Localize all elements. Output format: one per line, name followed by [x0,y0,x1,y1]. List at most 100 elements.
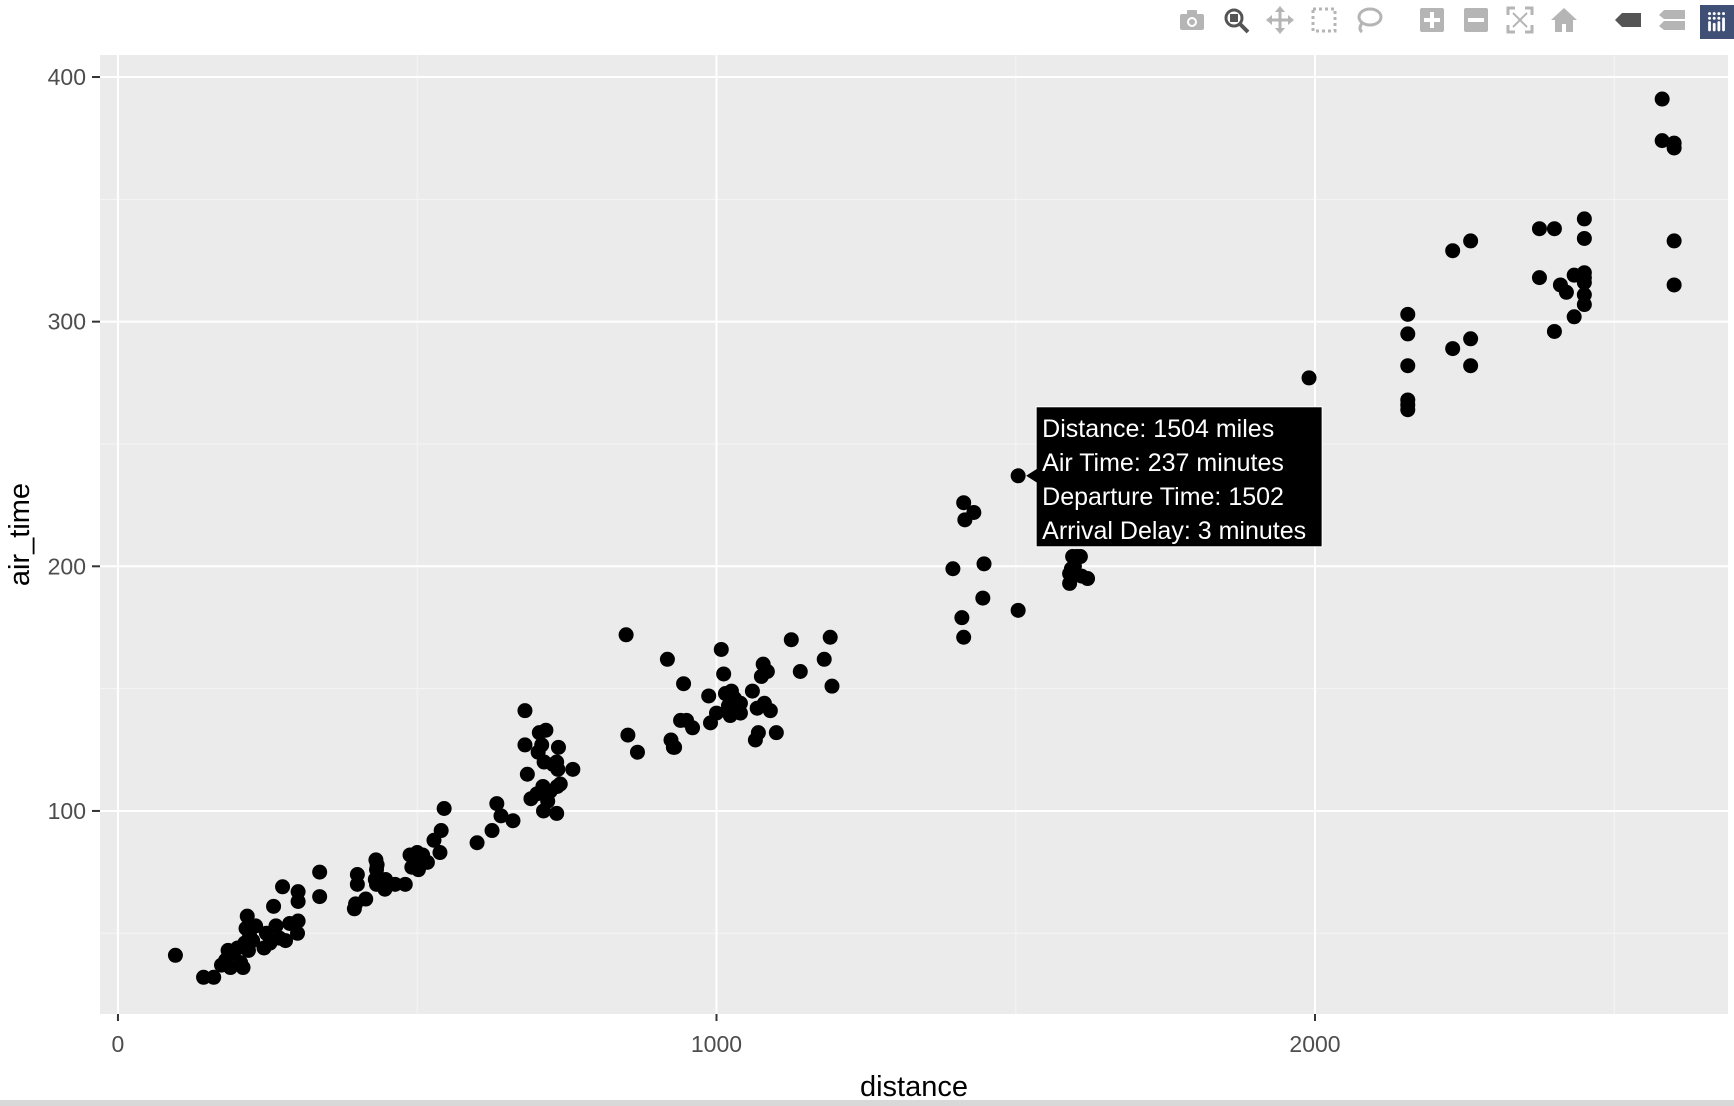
data-point[interactable] [956,629,972,645]
data-point[interactable] [489,796,505,812]
data-point[interactable] [759,664,775,679]
data-point[interactable] [1463,233,1479,249]
hover-compare-button[interactable] [1650,4,1694,40]
data-point[interactable] [792,664,808,679]
data-point[interactable] [349,876,365,892]
data-point[interactable] [248,918,264,934]
data-point[interactable] [206,969,222,985]
data-point[interactable] [278,933,294,949]
reset-axes-button[interactable] [1542,4,1586,40]
data-point[interactable] [1301,370,1317,386]
data-point[interactable] [1400,326,1416,342]
data-point[interactable] [419,854,435,870]
hover-closest-button[interactable] [1606,4,1650,40]
lasso-select-button[interactable] [1346,4,1390,40]
data-point[interactable] [469,835,485,851]
data-point[interactable] [1654,133,1670,149]
data-point[interactable] [432,845,448,861]
data-point[interactable] [1400,306,1416,322]
data-point[interactable] [701,688,717,704]
data-point[interactable] [1445,243,1461,259]
data-point[interactable] [493,808,509,824]
data-point[interactable] [824,678,840,694]
data-point[interactable] [1463,331,1479,347]
data-point[interactable] [620,727,636,743]
data-point[interactable] [1531,270,1547,286]
data-point[interactable] [549,805,565,821]
data-point[interactable] [519,766,535,782]
data-point[interactable] [1566,309,1582,325]
data-point[interactable] [1654,91,1670,107]
data-point[interactable] [369,857,385,873]
data-point[interactable] [517,703,533,719]
data-point[interactable] [312,864,328,880]
data-point[interactable] [945,561,961,577]
data-point[interactable] [659,651,675,667]
autoscale-button[interactable] [1498,4,1542,40]
data-point[interactable] [1576,230,1592,246]
data-point[interactable] [433,823,449,839]
data-point[interactable] [783,632,799,648]
zoom-out-button[interactable] [1454,4,1498,40]
data-point[interactable] [1546,221,1562,237]
data-point[interactable] [976,556,992,572]
data-point[interactable] [1558,284,1574,300]
zoom-in-button[interactable] [1410,4,1454,40]
data-point[interactable] [1666,140,1682,156]
data-point[interactable] [550,761,566,777]
data-point[interactable] [713,641,729,657]
data-point[interactable] [1400,397,1416,413]
data-point[interactable] [1010,468,1026,484]
data-point[interactable] [565,761,581,777]
data-point[interactable] [358,891,374,907]
data-point[interactable] [1576,297,1592,313]
data-point[interactable] [1400,358,1416,374]
data-point[interactable] [1445,341,1461,357]
data-point[interactable] [618,627,634,643]
data-point[interactable] [1080,571,1096,587]
data-point[interactable] [1546,323,1562,339]
data-point[interactable] [550,739,566,755]
data-point[interactable] [676,676,692,692]
data-point[interactable] [505,813,521,829]
data-point[interactable] [956,495,972,511]
data-point[interactable] [552,776,568,792]
pan-button[interactable] [1258,4,1302,40]
camera-button[interactable] [1170,4,1214,40]
data-point[interactable] [1010,602,1026,618]
data-point[interactable] [235,960,251,976]
data-point[interactable] [239,908,255,924]
data-point[interactable] [1072,549,1088,565]
data-point[interactable] [1531,221,1547,237]
data-point[interactable] [167,947,183,963]
data-point[interactable] [245,933,261,949]
data-point[interactable] [975,590,991,606]
data-point[interactable] [685,720,701,736]
data-point[interactable] [312,889,328,905]
data-point[interactable] [275,879,291,895]
plotly-logo-icon[interactable] [1700,5,1734,39]
data-point[interactable] [732,705,748,721]
data-point[interactable] [266,898,282,914]
data-point[interactable] [517,737,533,753]
data-point[interactable] [1666,233,1682,249]
data-point[interactable] [290,913,306,929]
data-point[interactable] [397,876,413,892]
data-point[interactable] [768,725,784,741]
data-point[interactable] [484,823,500,839]
data-point[interactable] [1463,358,1479,374]
data-point[interactable] [1666,277,1682,293]
data-point[interactable] [667,739,683,755]
data-point[interactable] [538,722,554,738]
data-point[interactable] [716,666,732,682]
data-point[interactable] [534,737,550,753]
data-point[interactable] [966,504,982,520]
data-point[interactable] [629,744,645,760]
data-point[interactable] [816,651,832,667]
data-point[interactable] [290,884,306,900]
data-point[interactable] [436,801,452,816]
data-point[interactable] [290,925,306,941]
data-point[interactable] [954,610,970,626]
data-point[interactable] [744,683,760,699]
